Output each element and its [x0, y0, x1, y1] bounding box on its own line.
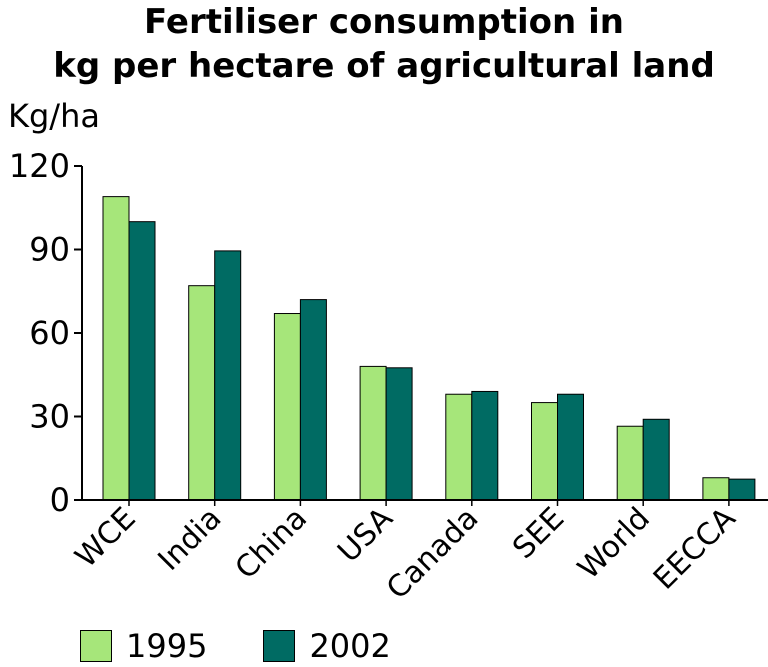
- y-axis-label: Kg/ha: [8, 97, 100, 135]
- bar-usa-2002: [385, 367, 413, 501]
- bar-eecca-2002: [728, 478, 756, 501]
- bar-world-2002: [642, 418, 670, 501]
- legend-item-1995: 1995: [80, 627, 207, 665]
- chart-title: Fertiliser consumption in kg per hectare…: [0, 0, 768, 88]
- x-tick-label-canada: Canada: [380, 501, 485, 606]
- bar-usa-1995: [359, 365, 387, 501]
- bar-see-2002: [557, 393, 584, 501]
- legend-swatch-2002: [263, 630, 296, 662]
- bar-world-1995: [616, 425, 644, 501]
- bar-eecca-1995: [702, 477, 730, 501]
- bar-china-2002: [299, 299, 327, 501]
- bar-canada-2002: [471, 390, 499, 501]
- legend-swatch-1995: [80, 630, 112, 662]
- x-tick-label-usa: USA: [331, 501, 400, 570]
- bar-wce-2002: [128, 221, 156, 501]
- x-tick-label-china: China: [229, 501, 314, 586]
- chart-title-line1: Fertiliser consumption in: [144, 2, 624, 42]
- legend-label-1995: 1995: [126, 627, 208, 665]
- legend-label-2002: 2002: [309, 627, 391, 665]
- legend: 1995 2002: [80, 627, 447, 665]
- bar-see-1995: [531, 402, 558, 501]
- bar-india-1995: [188, 285, 216, 501]
- y-tick-label-90: 90: [29, 231, 70, 269]
- legend-item-2002: 2002: [263, 627, 391, 665]
- bar-india-2002: [214, 250, 242, 501]
- bar-wce-1995: [102, 196, 130, 501]
- y-tick-label-60: 60: [29, 314, 70, 352]
- x-tick-label-india: India: [152, 501, 229, 578]
- x-tick-label-wce: WCE: [69, 501, 143, 575]
- bar-china-1995: [273, 313, 301, 501]
- y-tick-label-30: 30: [29, 398, 70, 436]
- y-tick-label-0: 0: [50, 481, 70, 519]
- x-tick-label-eecca: EECCA: [647, 501, 743, 597]
- x-tick-label-world: World: [571, 501, 657, 587]
- chart-subtitle: kg per hectare of agricultural land: [53, 46, 715, 86]
- y-tick-label-120: 120: [9, 147, 70, 185]
- x-tick-label-see: SEE: [506, 501, 571, 566]
- bar-canada-1995: [445, 393, 473, 501]
